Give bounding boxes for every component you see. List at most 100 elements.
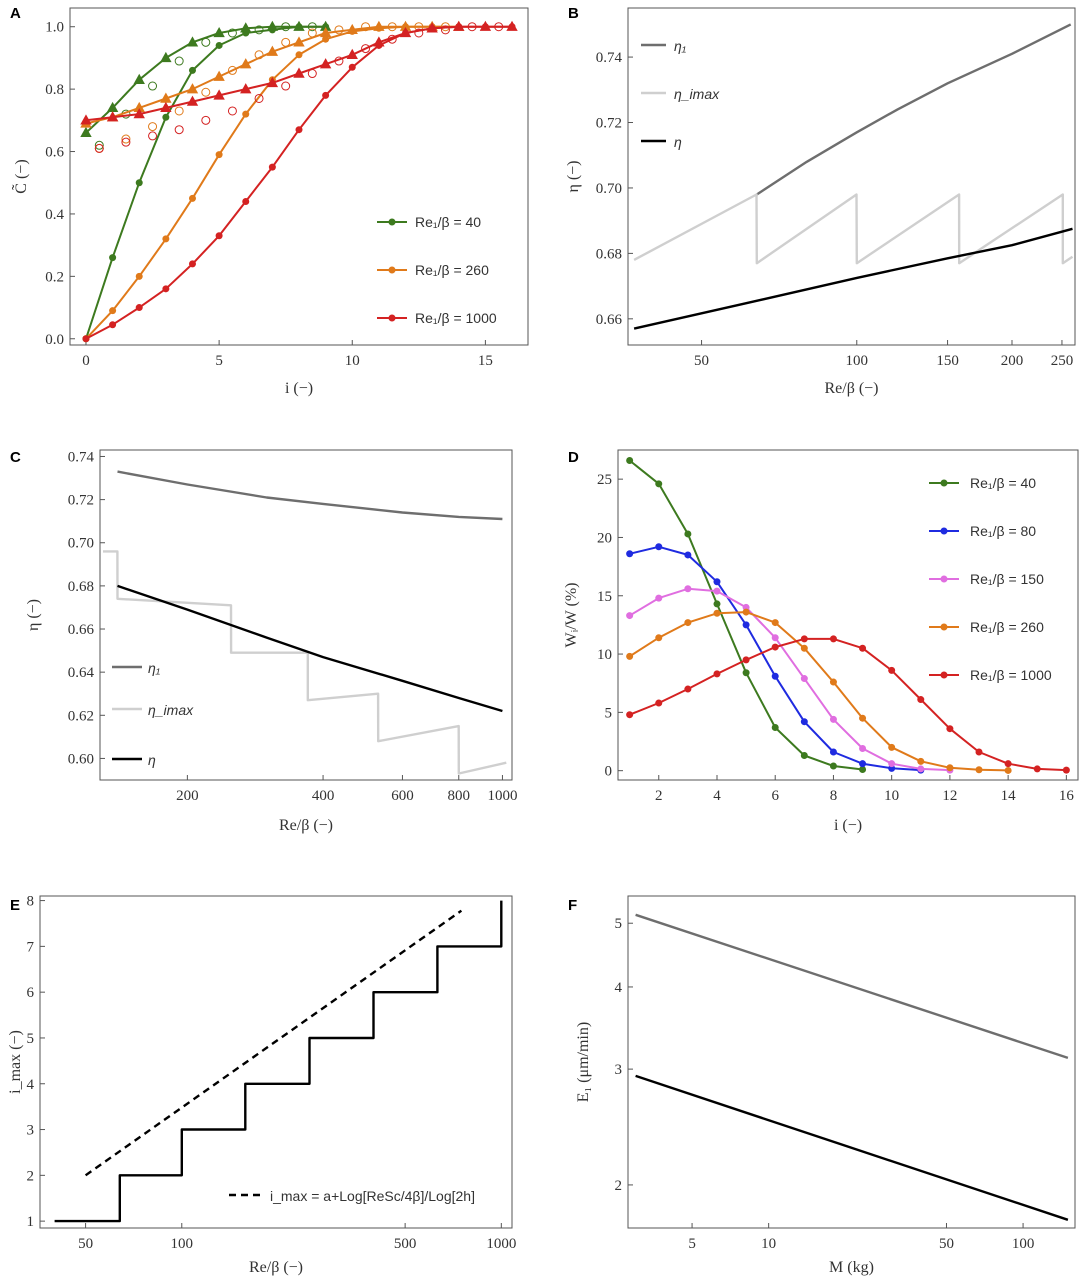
fit-line-dashed [84,909,463,1177]
y-axis-label: C̃ (−) [12,159,30,193]
data-point [162,285,170,293]
data-point [684,585,692,593]
legend-marker [388,266,396,274]
y-tick-label: 2 [27,1168,35,1184]
data-point [109,254,117,262]
data-point-open [201,87,211,97]
data-point [713,670,721,678]
y-tick-label: 4 [27,1077,35,1093]
panel-f: F 5 10 50 100 2 3 4 5 M (kg) E₁ (μm/min) [568,895,1076,1276]
y-tick-label: 10 [597,647,612,663]
panel-label-c: C [10,449,21,466]
data-point-triangle [319,58,332,69]
data-point [82,335,90,343]
data-point [162,235,170,243]
data-point [215,232,223,240]
data-point-triangle [240,58,252,69]
panel-d: D 2 4 6 8 10 12 14 16 0 5 10 15 20 25 i (−) Wᵢ/W (%) Re₁/… [563,449,1079,834]
data-point [655,699,663,707]
y-tick-label: 0.70 [68,536,94,552]
legend-label: Re₁/β = 260 [415,262,489,278]
data-point [348,63,356,71]
y-tick-label: 0 [605,764,613,780]
series-line [117,584,503,713]
legend-label: η₁ [674,38,687,54]
data-point-open [227,106,237,116]
x-tick-label: 10 [884,788,899,804]
data-point-open [387,34,397,44]
x-tick-label: 15 [478,353,493,369]
data-point-open [174,125,184,135]
y-tick-label: 0.74 [68,449,95,465]
data-point [295,126,303,134]
data-point-open [174,56,184,66]
legend-label: Re₁/β = 40 [970,475,1036,491]
data-point-open [334,25,344,35]
data-point-triangle [213,89,225,100]
data-point-triangle [399,20,412,31]
x-tick-label: 16 [1059,788,1075,804]
data-point [1004,760,1012,768]
data-point [684,551,692,559]
data-point-open [281,22,291,32]
y-tick-label: 5 [27,1031,35,1047]
data-point-open [281,37,291,47]
y-tick-label: 0.62 [68,708,94,724]
y-axis-label: η (−) [565,160,582,192]
legend-label: Re₁/β = 1000 [415,310,497,326]
legend-marker [388,218,396,226]
data-point [135,272,143,280]
x-tick-label: 8 [830,788,838,804]
x-tick-label: 5 [215,353,223,369]
data-point [888,743,896,751]
y-tick-label: 0.66 [596,312,623,328]
panel-label-f: F [568,897,577,914]
x-tick-label: 800 [448,788,471,804]
data-point [626,652,634,660]
data-point [742,656,750,664]
data-point [888,666,896,674]
data-point-open [467,22,477,32]
panel-a: A 0 5 10 15 0.0 0.2 0.4 0.6 0.8 1.0 i (−) C̃ (−) Re₁/… [10,5,529,397]
data-point [135,179,143,187]
panel-label-d: D [568,449,579,466]
data-point-triangle [186,95,199,106]
y-tick-label: 15 [597,589,612,605]
y-tick-label: 0.74 [596,50,623,66]
data-point-open [387,22,397,32]
data-point-triangle [160,51,172,63]
data-point [188,66,196,74]
data-point-triangle [266,76,279,88]
y-axis-label: i_max (−) [7,1030,24,1094]
data-point-open [307,69,317,79]
legend-label: η₁ [148,660,161,676]
data-point [800,635,808,643]
x-tick-label: 100 [171,1236,194,1252]
panel-e: E 50 100 500 1000 1 2 3 4 5 6 7 8 Re/β (−) i_max (−) i_… [7,894,516,1276]
data-point [322,91,330,99]
x-axis-label: M (kg) [829,1259,874,1276]
series-line [117,470,503,521]
data-point-open [494,22,504,32]
y-tick-label: 0.4 [45,207,64,223]
y-tick-label: 0.8 [45,82,64,98]
legend-marker [940,527,948,535]
data-point-open [201,37,211,47]
panel-b: B 50 100 150 200 250 0.66 0.68 0.70 0.72 0.74 Re/β … [565,5,1076,397]
x-axis-label: Re/β (−) [824,380,878,397]
data-point [109,307,117,315]
legend-marker [940,575,948,583]
series-line [629,637,1067,772]
data-point [975,766,983,774]
data-point [655,594,663,602]
data-point [322,35,330,43]
data-point-triangle [293,67,305,78]
data-point-triangle [373,36,385,47]
data-point-triangle [293,36,305,47]
data-point [859,714,867,722]
y-tick-label: 25 [597,472,612,488]
x-axis-label: i (−) [834,817,862,834]
data-point-open [440,25,450,35]
data-point-triangle [426,22,438,33]
legend-label: Re₁/β = 150 [970,571,1044,587]
